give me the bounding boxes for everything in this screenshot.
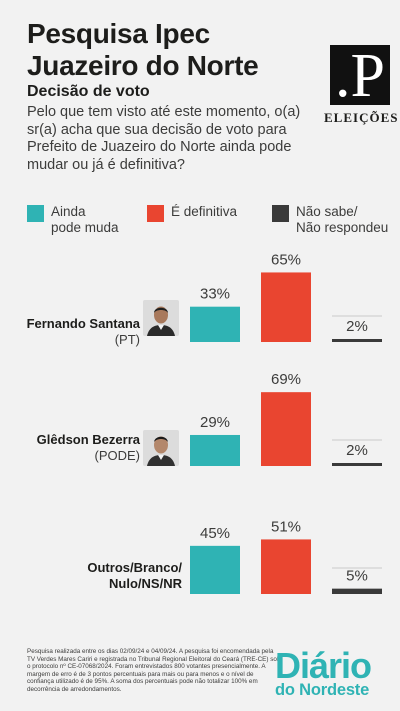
data-label: 2% [346, 442, 368, 459]
methodology-note: Pesquisa realizada entre os dias 02/09/2… [27, 648, 281, 693]
legend-swatch [147, 205, 164, 222]
page-title: Pesquisa Ipec Juazeiro do Norte [27, 18, 327, 82]
person-photo-icon [143, 430, 179, 466]
bar [261, 539, 311, 594]
legend-label: É definitiva [171, 204, 238, 219]
candidate-name: Fernando Santana [26, 316, 140, 331]
bar [190, 545, 240, 594]
data-label: 65% [271, 251, 301, 268]
data-label: 33% [200, 286, 230, 303]
bar [332, 588, 382, 594]
data-label: 5% [346, 568, 368, 585]
legend-swatch [27, 205, 44, 222]
diario-do-nordeste-logo: Diário do Nordeste [275, 645, 393, 699]
data-label: 45% [200, 525, 230, 542]
title-line-2: Juazeiro do Norte [27, 50, 259, 81]
bar [190, 306, 240, 342]
data-label: 2% [346, 318, 368, 335]
candidate-party: (PT) [114, 332, 140, 347]
brand-line-1: Diário [275, 645, 372, 686]
data-label: 51% [271, 518, 301, 535]
logo-mark: .P [335, 42, 385, 110]
bar [261, 272, 311, 342]
bar [332, 463, 382, 466]
bar [332, 339, 382, 342]
chart-legend: Ainda pode muda É definitiva Não sabe/ N… [0, 204, 400, 245]
person-photo-icon [143, 300, 179, 336]
candidate-label: Outros/Branco/ Nulo/NS/NR [87, 560, 182, 592]
survey-question: Pelo que tem visto até este momento, o(a… [27, 104, 301, 173]
legend-label: Não sabe/ Não respondeu [296, 204, 389, 235]
candidate-party: (PODE) [94, 448, 141, 463]
title-line-1: Pesquisa Ipec [27, 18, 210, 49]
candidate-name: Outros/Branco/ Nulo/NS/NR [87, 560, 182, 591]
legend-swatch [272, 205, 289, 222]
eleicoes-logo: .P [330, 42, 390, 110]
candidate-label: Glêdson Bezerra (PODE) [37, 432, 140, 464]
chart-subtitle: Decisão de voto [27, 83, 150, 100]
data-label: 69% [271, 371, 301, 388]
logo-label: ELEIÇÕES [324, 110, 399, 125]
bar [190, 434, 240, 466]
data-label: 29% [200, 414, 230, 431]
vote-decision-chart: 33% 65% 2% 29% 69% 2% 45% 51% 5% [190, 251, 382, 594]
brand-line-2: do Nordeste [275, 681, 370, 699]
candidate-name: Glêdson Bezerra [36, 432, 140, 447]
legend-label: Ainda pode muda [51, 204, 119, 235]
candidate-label: Fernando Santana (PT) [27, 316, 140, 348]
bar [261, 392, 311, 466]
